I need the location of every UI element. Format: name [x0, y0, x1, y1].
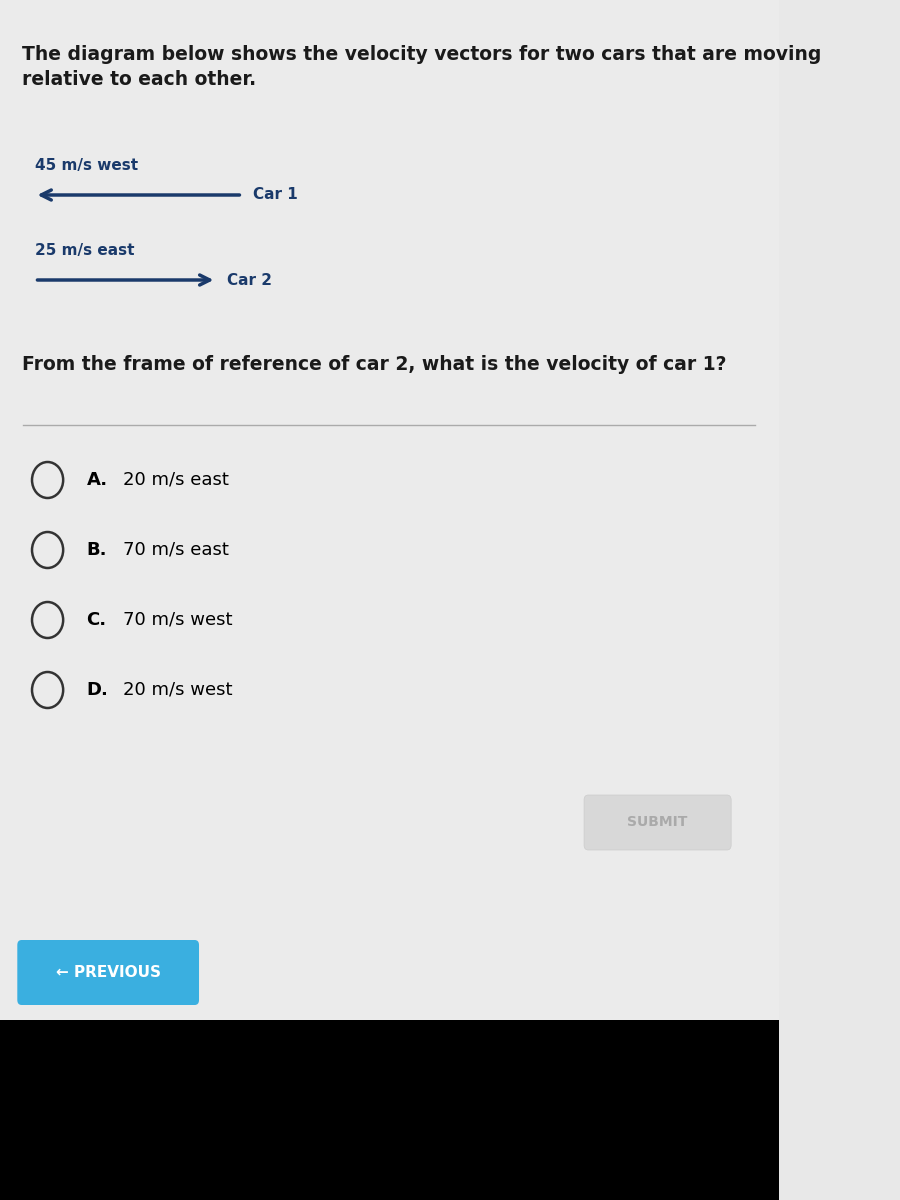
Text: A.: A. — [86, 470, 108, 490]
Text: Car 2: Car 2 — [227, 272, 272, 288]
Text: C.: C. — [86, 611, 107, 629]
Text: From the frame of reference of car 2, what is the velocity of car 1?: From the frame of reference of car 2, wh… — [22, 355, 726, 374]
FancyBboxPatch shape — [0, 0, 778, 1020]
Text: D.: D. — [86, 680, 108, 698]
Text: B.: B. — [86, 541, 107, 559]
Text: 70 m/s east: 70 m/s east — [123, 541, 229, 559]
Text: 45 m/s west: 45 m/s west — [34, 158, 138, 173]
FancyBboxPatch shape — [0, 1020, 778, 1200]
Text: 70 m/s west: 70 m/s west — [123, 611, 232, 629]
Text: Car 1: Car 1 — [253, 187, 297, 203]
Text: SUBMIT: SUBMIT — [627, 816, 688, 829]
Text: 20 m/s west: 20 m/s west — [123, 680, 232, 698]
Text: The diagram below shows the velocity vectors for two cars that are moving
relati: The diagram below shows the velocity vec… — [22, 44, 821, 89]
FancyBboxPatch shape — [17, 940, 199, 1006]
Text: 20 m/s east: 20 m/s east — [123, 470, 229, 490]
FancyBboxPatch shape — [584, 794, 731, 850]
Text: ← PREVIOUS: ← PREVIOUS — [56, 965, 161, 980]
Text: 25 m/s east: 25 m/s east — [34, 242, 134, 258]
